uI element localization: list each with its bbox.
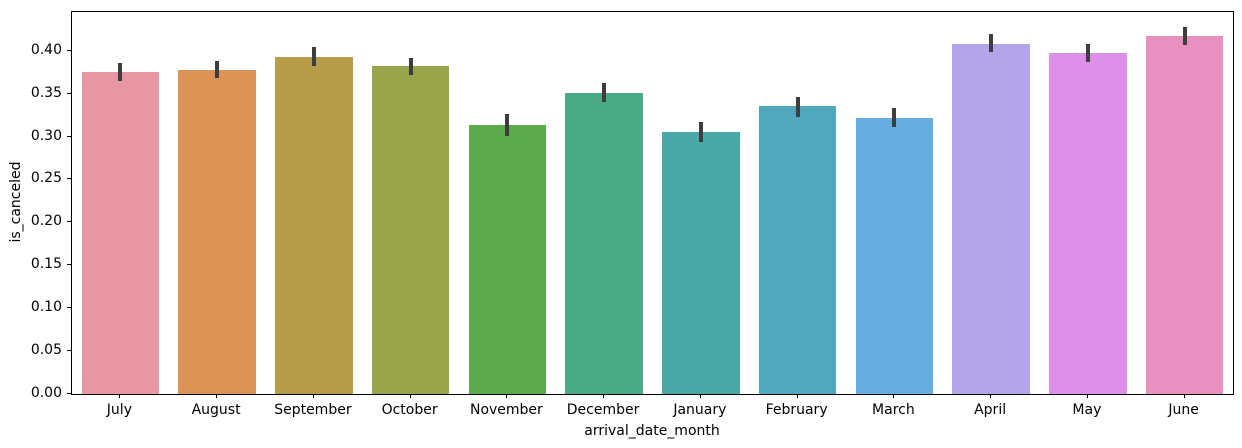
y-tick-label: 0.25 [30,170,62,187]
x-tick-label: May [1072,402,1102,418]
bar-december [565,92,643,394]
error-bar-july [118,62,123,82]
bar-november [468,125,547,394]
x-tick-label: April [974,402,1007,418]
y-tick-label: 0.30 [30,127,62,144]
x-tick-label: July [106,402,132,418]
bar-august [178,69,256,394]
y-tick-mark [67,350,71,352]
bar-may [1049,53,1127,394]
error-bar-december [602,83,607,103]
bar-september [275,56,353,394]
x-tick-mark [506,394,508,398]
bar-january [662,132,740,394]
x-tick-mark [1183,394,1185,398]
plot-area [71,11,1234,395]
x-tick-mark [893,394,895,398]
error-bar-april [989,33,994,53]
error-bar-august [215,60,220,79]
x-tick-label: September [274,402,352,418]
y-tick-mark [67,221,71,223]
x-tick-mark [699,394,701,398]
x-tick-label: March [872,402,915,418]
x-tick-mark [990,394,992,398]
x-tick-label: August [191,402,241,418]
y-tick-label: 0.00 [30,385,62,401]
x-tick-mark [796,394,798,398]
y-tick-label: 0.15 [30,256,62,273]
x-tick-mark [603,394,605,398]
error-bar-november [505,114,510,137]
x-tick-mark [119,394,121,398]
bar-june [1145,36,1224,394]
error-bar-february [795,97,800,117]
x-tick-label: June [1168,402,1199,418]
x-tick-mark [312,394,314,398]
x-tick-label: February [765,402,828,418]
x-tick-label: October [381,402,438,418]
y-tick-mark [67,92,71,94]
x-tick-label: December [566,402,640,418]
y-tick-label: 0.05 [30,342,62,359]
bar-march [855,117,934,394]
error-bar-october [408,57,413,75]
error-bar-june [1182,26,1187,46]
y-tick-label: 0.20 [30,213,62,230]
x-axis-label: arrival_date_month [584,423,720,439]
x-tick-label: November [469,402,543,418]
y-tick-mark [67,264,71,266]
x-tick-label: January [673,402,727,418]
y-tick-mark [67,393,71,394]
y-tick-mark [67,178,71,180]
error-bar-may [1085,43,1090,62]
x-tick-mark [409,394,411,398]
y-tick-label: 0.35 [30,84,62,101]
bar-april [952,43,1030,394]
error-bar-september [311,47,316,67]
y-tick-mark [67,49,71,51]
y-tick-mark [67,307,71,309]
x-tick-mark [1086,394,1088,398]
x-tick-mark [216,394,218,398]
y-tick-mark [67,135,71,137]
error-bar-march [892,108,897,127]
y-tick-label: 0.10 [30,299,62,316]
bar-february [758,106,837,394]
error-bar-january [698,121,703,143]
bar-october [371,66,450,394]
y-tick-label: 0.40 [30,41,62,58]
bar-july [81,72,160,394]
